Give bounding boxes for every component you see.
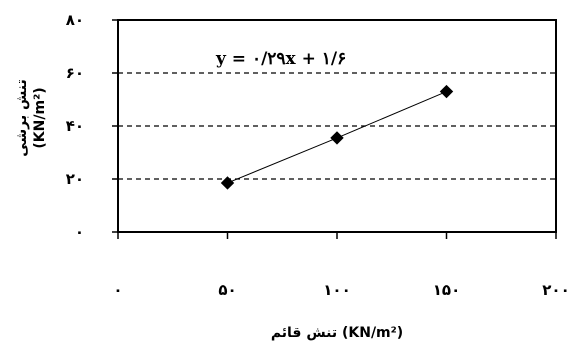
y-tick-label: ۰ — [75, 223, 84, 241]
data-point-diamond — [439, 84, 454, 99]
x-ticks: ۰ ۵۰ ۱۰۰ ۱۵۰ ۲۰۰ — [113, 232, 570, 299]
x-tick-label: ۰ — [113, 281, 122, 299]
y-axis-title-line1: تنش برشی — [14, 79, 30, 157]
trendline-equation: y = ۰/۲۹x + ۱/۶ — [215, 49, 346, 69]
y-tick-label: ۶۰ — [66, 64, 84, 82]
y-axis-title-line2: (KN/m²) — [32, 87, 48, 148]
y-axis-title: تنش برشی (KN/m²) — [14, 79, 48, 157]
data-point-diamond — [330, 131, 344, 145]
gridlines — [118, 72, 556, 180]
data-point-diamond — [220, 176, 235, 190]
y-ticks: ۰ ۲۰ ۴۰ ۶۰ ۸۰ — [66, 11, 118, 241]
y-tick-label: ۲۰ — [66, 170, 84, 188]
x-tick-label: ۲۰۰ — [542, 281, 569, 299]
x-tick-label: ۱۵۰ — [433, 281, 460, 299]
y-tick-label: ۴۰ — [66, 117, 84, 135]
x-tick-label: ۱۰۰ — [323, 281, 350, 299]
x-tick-label: ۵۰ — [218, 281, 236, 299]
data-points — [220, 84, 454, 190]
y-tick-label: ۸۰ — [66, 11, 84, 29]
x-axis-title: تنش قائم (KN/m²) — [271, 325, 403, 341]
